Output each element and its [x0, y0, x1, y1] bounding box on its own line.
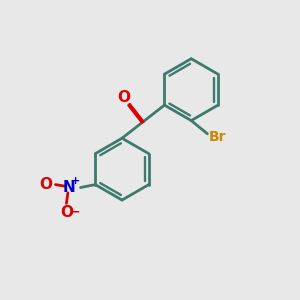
Text: N: N: [63, 180, 76, 195]
Text: +: +: [71, 176, 80, 186]
Text: O: O: [118, 90, 131, 105]
Text: −: −: [69, 206, 80, 219]
Text: O: O: [39, 176, 52, 191]
Text: O: O: [60, 205, 73, 220]
Text: Br: Br: [209, 130, 226, 144]
